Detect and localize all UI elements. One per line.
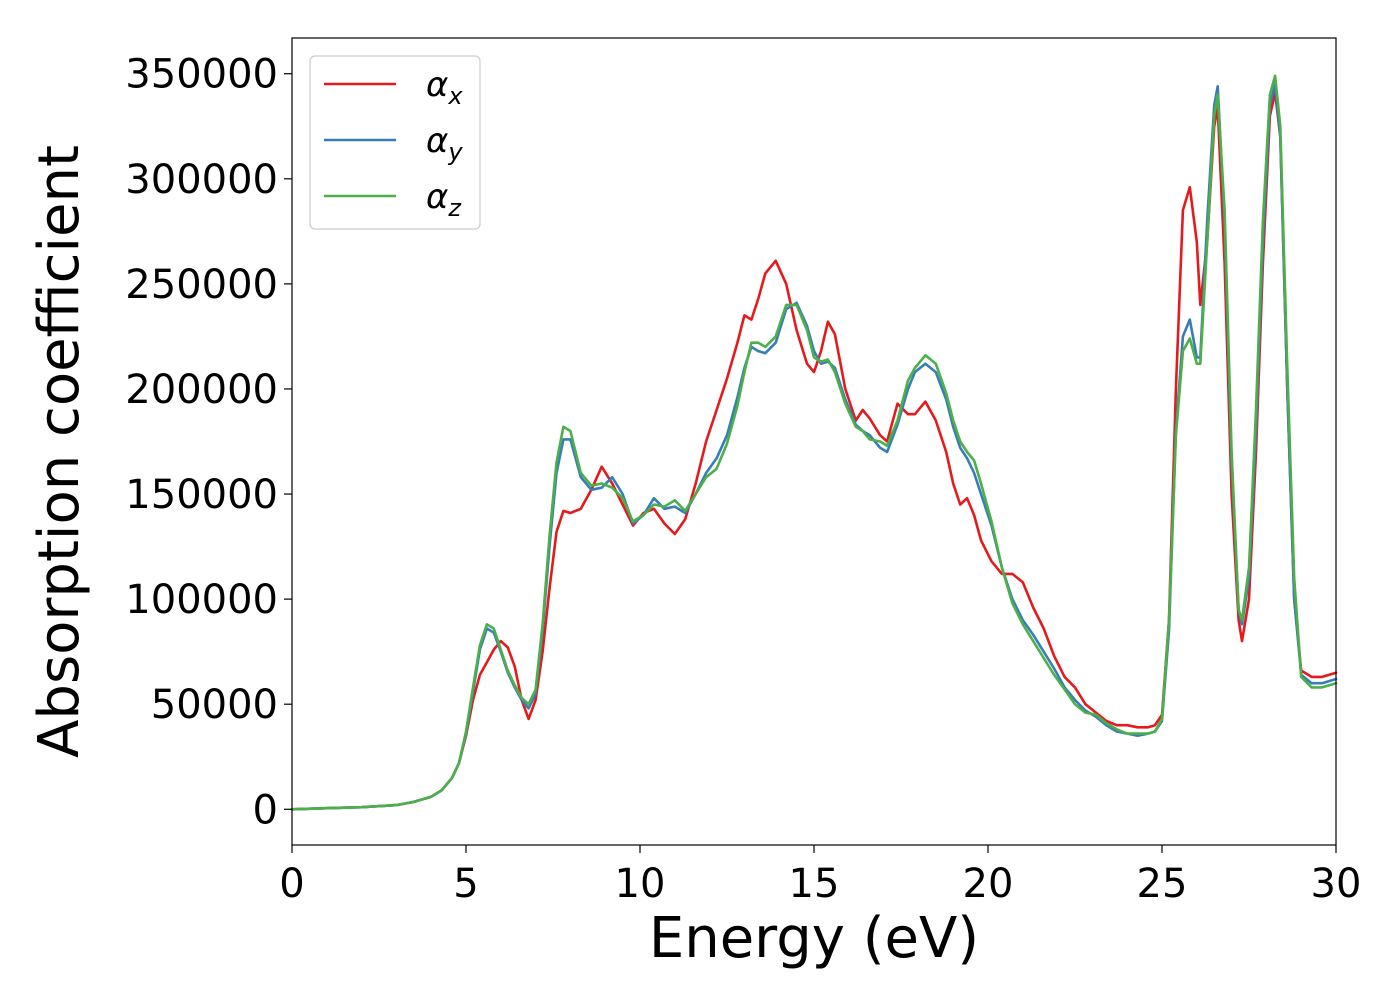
y-tick-label: 200000	[125, 367, 278, 413]
x-tick-label: 25	[1137, 861, 1188, 907]
x-tick-label: 5	[453, 861, 478, 907]
series-line-x	[290, 91, 1338, 811]
x-tick-label: 15	[789, 861, 840, 907]
legend-label-main: α	[426, 65, 448, 105]
x-axis: 0 5 10 15 20 25 30	[279, 845, 1361, 907]
x-axis-title: Energy (eV)	[649, 906, 979, 971]
x-tick-label: 10	[615, 861, 666, 907]
y-tick-label: 250000	[125, 262, 278, 308]
y-tick-label: 150000	[125, 472, 278, 518]
y-tick-label: 300000	[125, 157, 278, 203]
x-tick-label: 30	[1311, 861, 1362, 907]
y-tick-label: 50000	[151, 682, 278, 728]
y-axis-title: Absorption coefficient	[27, 145, 92, 758]
legend-label-main: α	[426, 177, 448, 217]
x-tick-label: 20	[963, 861, 1014, 907]
legend-label-sub: y	[447, 138, 463, 166]
y-tick-label: 350000	[125, 52, 278, 98]
series-lines	[290, 74, 1338, 811]
legend-label-main: α	[426, 121, 448, 161]
y-tick-label: 100000	[125, 577, 278, 623]
legend-label-sub: z	[447, 194, 462, 222]
legend-label-z: αz	[426, 177, 462, 222]
series-line-z	[290, 74, 1338, 811]
y-axis: 0 50000 100000 150000 200000 250000 300000 3500…	[125, 52, 292, 833]
legend-label-sub: x	[447, 82, 463, 110]
x-tick-label: 0	[279, 861, 304, 907]
legend-box	[309, 55, 481, 230]
legend-label-y: αy	[426, 121, 463, 166]
y-tick-label: 0	[253, 787, 278, 833]
legend-label-x: αx	[426, 65, 463, 110]
